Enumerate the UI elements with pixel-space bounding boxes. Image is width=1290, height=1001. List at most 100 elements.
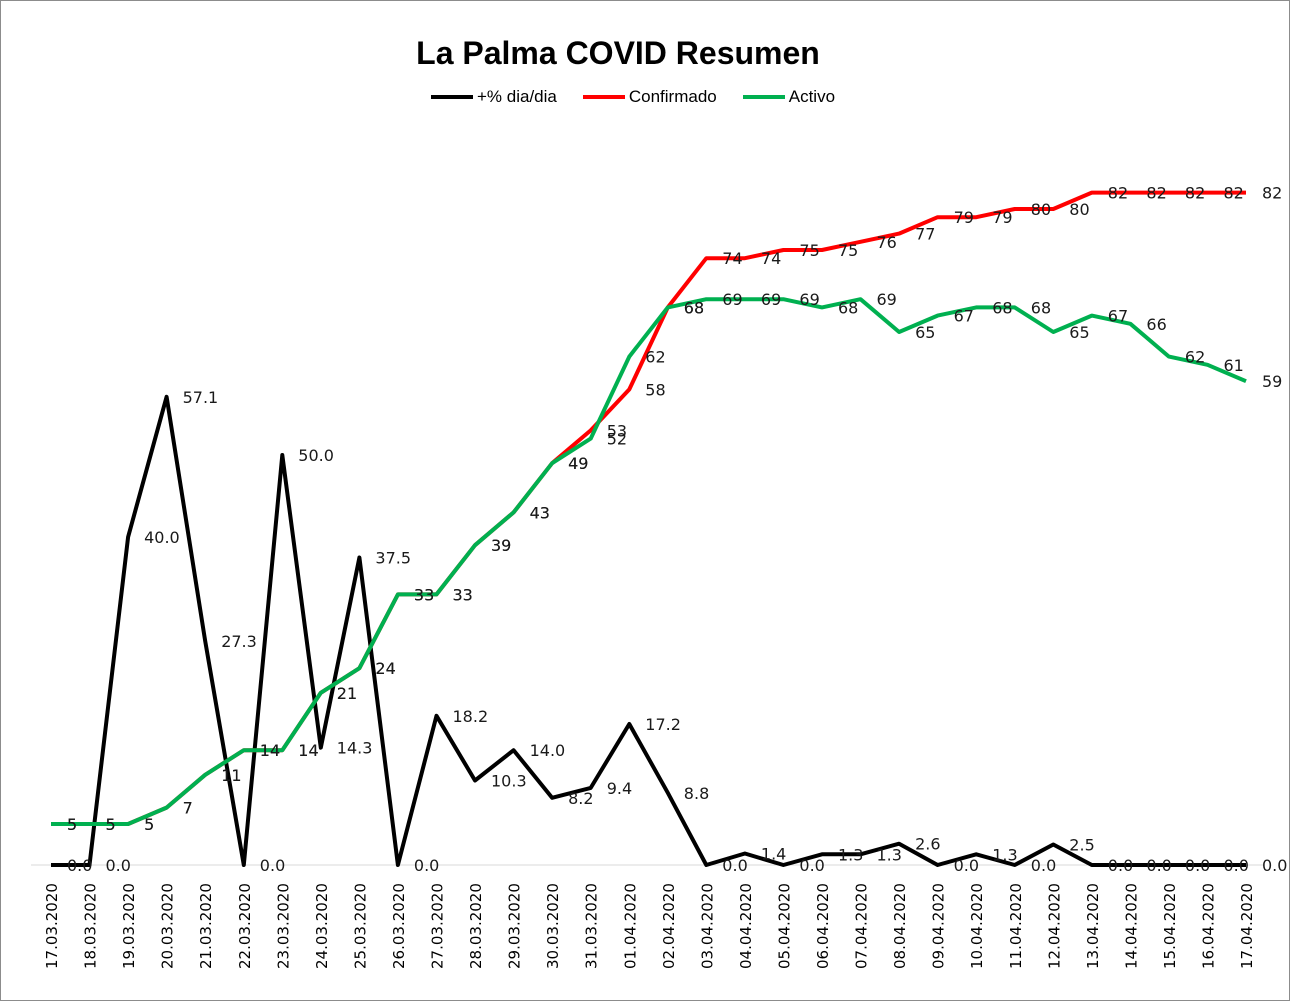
data-label-activo: 21 <box>337 684 357 703</box>
data-label-pct: 0.0 <box>1224 856 1249 875</box>
data-label-confirmado: 68 <box>684 298 704 317</box>
data-label-pct: 50.0 <box>298 446 334 465</box>
x-tick-label: 28.03.2020 <box>467 883 485 969</box>
data-label-confirmado: 82 <box>1224 184 1244 203</box>
data-label-confirmado: 76 <box>877 233 897 252</box>
data-label-pct: 0.0 <box>1031 856 1056 875</box>
x-tick-label: 30.03.2020 <box>544 883 562 969</box>
data-label-activo: 14 <box>298 741 318 760</box>
x-tick-label: 12.04.2020 <box>1045 883 1063 969</box>
x-tick-label: 20.03.2020 <box>159 883 177 969</box>
x-tick-label: 11.04.2020 <box>1007 883 1025 969</box>
data-label-pct: 0.0 <box>799 856 824 875</box>
data-label-confirmado: 33 <box>453 585 473 604</box>
data-label-activo: 68 <box>992 298 1012 317</box>
x-tick-label: 23.03.2020 <box>274 883 292 969</box>
x-tick-label: 17.03.2020 <box>43 883 61 969</box>
data-label-confirmado: 5 <box>144 815 154 834</box>
data-label-confirmado: 14 <box>260 741 280 760</box>
data-label-activo: 52 <box>607 430 627 449</box>
x-tick-label: 02.04.2020 <box>660 883 678 969</box>
x-tick-label: 17.04.2020 <box>1238 883 1256 969</box>
data-label-confirmado: 75 <box>799 241 819 260</box>
data-label-pct: 14.0 <box>530 741 566 760</box>
data-label-pct: 2.5 <box>1069 836 1094 855</box>
legend-label-activo: Activo <box>788 87 836 106</box>
data-label-pct: 40.0 <box>144 528 180 547</box>
data-label-pct: 18.2 <box>453 707 489 726</box>
x-tick-label: 03.04.2020 <box>698 883 716 969</box>
x-tick-label: 01.04.2020 <box>621 883 639 969</box>
legend-label-confirmado: Confirmado <box>628 87 717 106</box>
legend-label-pct: +% dia/dia <box>477 87 557 106</box>
data-label-pct: 0.0 <box>954 856 979 875</box>
data-label-activo: 69 <box>799 290 819 309</box>
data-label-activo: 39 <box>491 536 511 555</box>
data-label-pct: 0.0 <box>1146 856 1171 875</box>
data-label-confirmado: 79 <box>954 208 974 227</box>
data-label-confirmado: 82 <box>1262 184 1282 203</box>
data-label-activo: 61 <box>1224 356 1244 375</box>
x-tick-label: 05.04.2020 <box>775 883 793 969</box>
data-label-confirmado: 5 <box>67 815 77 834</box>
data-label-pct: 1.4 <box>761 845 786 864</box>
series-line-pct <box>51 394 1246 867</box>
x-tick-label: 07.04.2020 <box>853 883 871 969</box>
data-label-confirmado: 11 <box>221 766 241 785</box>
x-tick-label: 13.04.2020 <box>1084 883 1102 969</box>
x-tick-label: 04.04.2020 <box>737 883 755 969</box>
data-label-activo: 65 <box>915 323 935 342</box>
data-label-confirmado: 21 <box>337 684 357 703</box>
data-label-activo: 68 <box>684 298 704 317</box>
data-label-pct: 0.0 <box>722 856 747 875</box>
data-label-pct: 0.0 <box>106 856 131 875</box>
data-label-confirmado: 39 <box>491 536 511 555</box>
x-tick-label: 18.03.2020 <box>82 883 100 969</box>
data-label-activo: 7 <box>183 799 193 818</box>
x-tick-label: 08.04.2020 <box>891 883 909 969</box>
data-label-activo: 69 <box>722 290 742 309</box>
data-label-activo: 5 <box>106 815 116 834</box>
data-label-activo: 62 <box>645 348 665 367</box>
data-label-pct: 10.3 <box>491 772 527 791</box>
data-label-confirmado: 74 <box>722 249 742 268</box>
data-label-confirmado: 80 <box>1031 200 1051 219</box>
series-line-activo <box>51 297 1247 826</box>
legend-item-activo: Activo <box>742 87 836 107</box>
data-label-confirmado: 77 <box>915 225 935 244</box>
data-label-confirmado: 82 <box>1146 184 1166 203</box>
data-label-pct: 1.3 <box>838 845 863 864</box>
data-label-activo: 14 <box>260 741 280 760</box>
data-label-confirmado: 24 <box>375 659 395 678</box>
x-tick-label: 26.03.2020 <box>390 883 408 969</box>
data-label-pct: 0.0 <box>414 856 439 875</box>
data-label-pct: 17.2 <box>645 715 681 734</box>
data-label-activo: 49 <box>568 454 588 473</box>
x-tick-label: 09.04.2020 <box>930 883 948 969</box>
data-label-activo: 69 <box>761 290 781 309</box>
data-label-pct: 9.4 <box>607 779 632 798</box>
data-label-pct: 1.3 <box>992 845 1017 864</box>
data-label-activo: 11 <box>221 766 241 785</box>
data-label-confirmado: 33 <box>414 585 434 604</box>
data-label-pct: 1.3 <box>877 845 902 864</box>
x-tick-label: 29.03.2020 <box>506 883 524 969</box>
data-label-confirmado: 7 <box>183 799 193 818</box>
data-label-pct: 0.0 <box>260 856 285 875</box>
data-label-confirmado: 43 <box>530 503 550 522</box>
data-label-activo: 68 <box>838 298 858 317</box>
data-label-pct: 14.3 <box>337 739 373 758</box>
data-label-confirmado: 58 <box>645 380 665 399</box>
data-label-pct: 27.3 <box>221 632 257 651</box>
data-label-confirmado: 79 <box>992 208 1012 227</box>
data-label-activo: 24 <box>375 659 395 678</box>
x-tick-label: 21.03.2020 <box>197 883 215 969</box>
data-label-pct: 37.5 <box>375 549 411 568</box>
data-label-pct: 0.0 <box>1262 856 1287 875</box>
x-tick-label: 06.04.2020 <box>814 883 832 969</box>
data-label-pct: 8.2 <box>568 789 593 808</box>
data-label-activo: 5 <box>144 815 154 834</box>
data-label-pct: 57.1 <box>183 388 219 407</box>
